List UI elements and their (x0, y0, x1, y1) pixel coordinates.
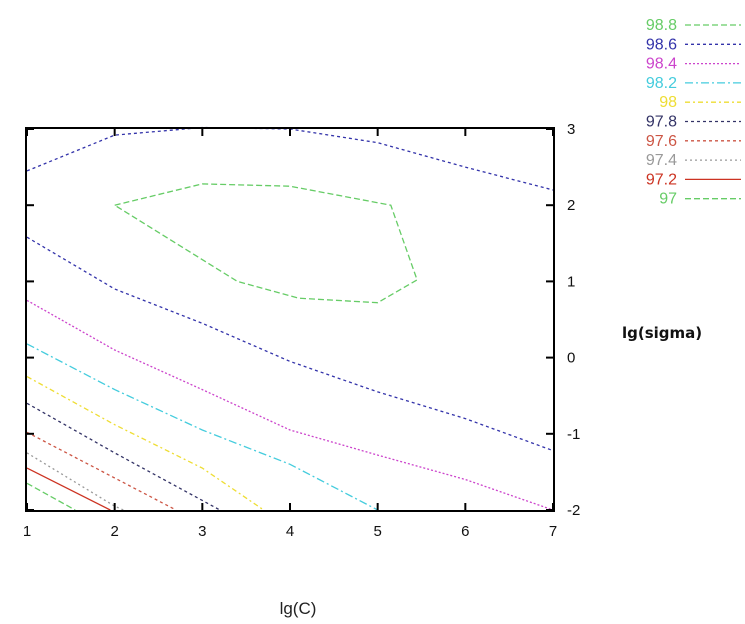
legend-label: 98.8 (646, 17, 677, 34)
contour-line-98-2-4 (26, 343, 379, 511)
x-tick-label: 4 (286, 523, 294, 540)
legend-label: 98 (659, 94, 677, 111)
y-tick-label: -2 (567, 502, 580, 519)
y-tick-label: 3 (567, 121, 575, 138)
contour-line-98-4-3 (26, 299, 554, 511)
legend-label: 97.2 (646, 171, 677, 188)
contour-line-97-2-9 (26, 467, 111, 511)
contour-line-97-10 (26, 482, 76, 511)
contour-line-97-6-7 (26, 431, 177, 511)
contour-line-98-6-1 (26, 126, 554, 191)
x-tick-label: 2 (110, 523, 118, 540)
contour-line-97-4-8 (26, 452, 124, 511)
legend-label: 98.2 (646, 75, 677, 92)
x-axis-label: lg(C) (280, 599, 317, 618)
legend-label: 98.4 (646, 56, 677, 73)
legend-label: 97.4 (646, 152, 677, 169)
contour-line-97-8-6 (26, 402, 221, 511)
legend-label: 97 (659, 191, 677, 208)
plot-frame (25, 127, 555, 512)
x-tick-label: 6 (461, 523, 469, 540)
x-tick-label: 5 (373, 523, 381, 540)
legend-label: 98.6 (646, 36, 677, 53)
x-tick-label: 7 (549, 523, 557, 540)
x-tick-label: 3 (198, 523, 206, 540)
legend: 98.8 98.6 98.4 98.2 98 97.8 97.6 97.4 97.2 97 (646, 17, 741, 208)
legend-label: 97.8 (646, 114, 677, 131)
y-tick-label: 0 (567, 350, 575, 367)
x-axis-ticks: 1 2 3 4 5 6 7 (23, 129, 557, 540)
y-axis-ticks: 3 2 1 0 -1 -2 (27, 121, 580, 519)
contour-line-98-6-2 (26, 236, 554, 452)
y-tick-label: -1 (567, 426, 580, 443)
contour-lines (26, 126, 554, 511)
contour-line-98-5 (26, 376, 265, 511)
y-tick-label: 2 (567, 197, 575, 214)
legend-label: 97.6 (646, 133, 677, 150)
x-tick-label: 1 (23, 523, 31, 540)
y-tick-label: 1 (567, 273, 575, 290)
contour-line-98-8-0 (113, 183, 418, 304)
y-axis-label: lg(sigma) (622, 324, 702, 342)
